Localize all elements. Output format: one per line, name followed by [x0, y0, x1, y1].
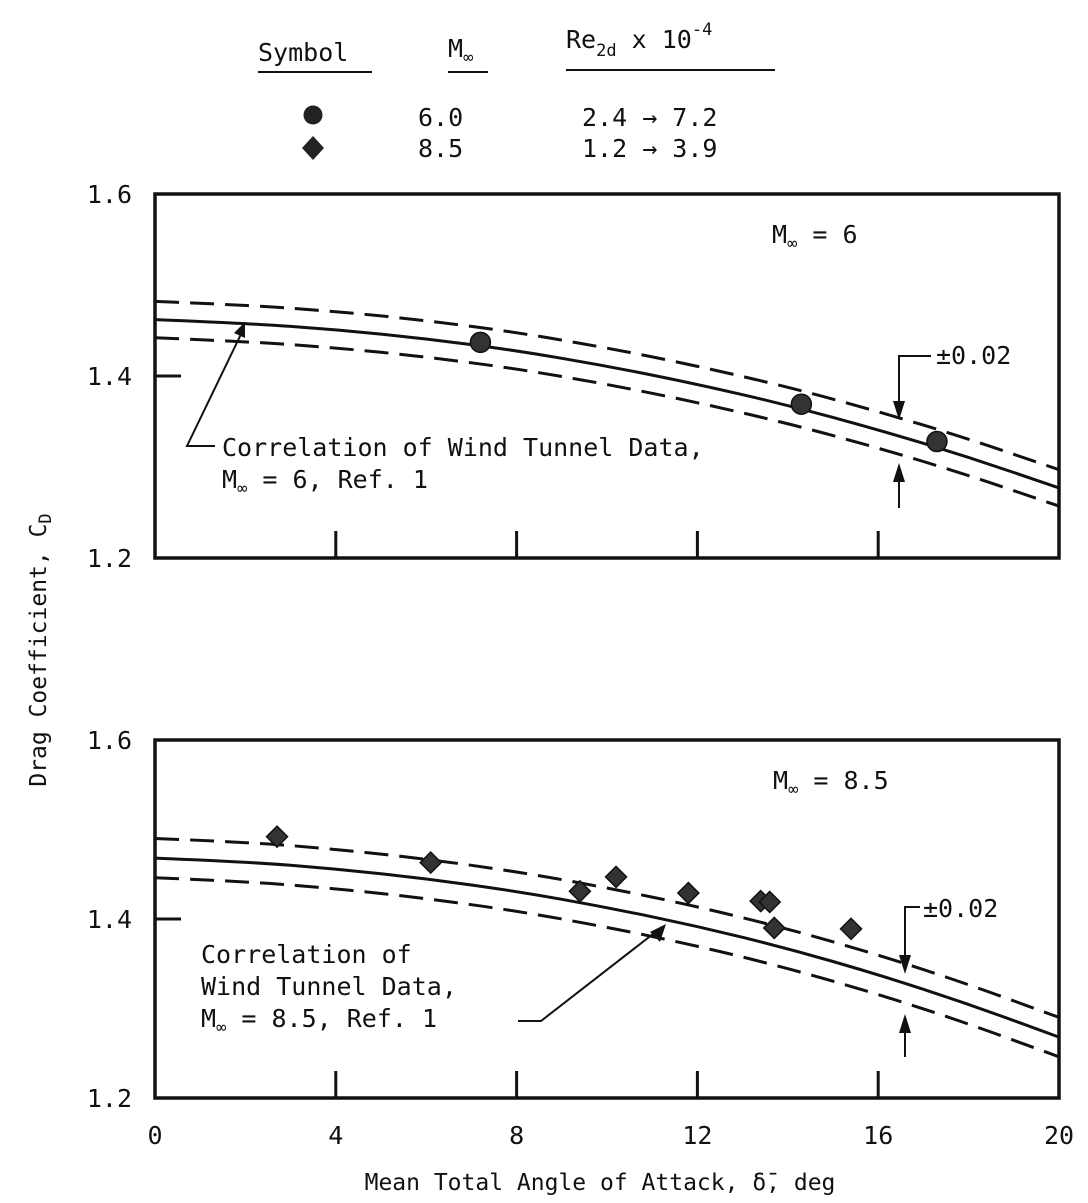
legend-row2-re: 1.2 → 3.9 — [582, 134, 717, 163]
bottom-tolerance-arrow-up — [899, 1014, 911, 1033]
y-tick-label: 1.2 — [87, 544, 132, 573]
data-point-diamond — [758, 890, 782, 914]
legend: Symbol M∞ Re2d x 10-4 6.0 2.4 → 7.2 8.5 … — [258, 20, 775, 163]
panel-bottom-correlation-curves — [154, 837, 1060, 1059]
y-tick-label: 1.4 — [87, 905, 132, 934]
data-point-diamond — [604, 865, 628, 889]
x-tick-label: 0 — [147, 1121, 162, 1150]
top-tolerance-leader — [898, 355, 931, 417]
panel-bottom-data-points — [265, 825, 863, 941]
panel-top-ticks — [155, 374, 880, 558]
top-correlation-arrow — [234, 322, 245, 338]
data-point-diamond — [676, 881, 700, 905]
panel-top-frame — [153, 192, 1061, 560]
legend-row1-mach: 6.0 — [418, 103, 463, 132]
panel-bottom-ticks — [155, 917, 880, 1098]
data-point-diamond — [419, 851, 443, 875]
x-tick-label: 4 — [328, 1121, 343, 1150]
legend-circle-marker — [303, 105, 323, 125]
x-tick-label: 12 — [682, 1121, 712, 1150]
legend-row1-re: 2.4 → 7.2 — [582, 103, 717, 132]
bottom-tolerance-arrow-down — [899, 955, 911, 974]
panel-bottom-y-tick-labels: 1.2 1.4 1.6 — [87, 726, 132, 1113]
top-correlation-leader — [185, 329, 244, 447]
y-axis-title: Drag Coefficient, CD — [26, 513, 56, 786]
bottom-correlation-arrow — [650, 924, 666, 942]
data-point-circle — [926, 430, 948, 453]
panel-bottom-x-tick-labels: 0 4 8 12 16 20 — [147, 1121, 1074, 1150]
x-tick-label: 16 — [863, 1121, 893, 1150]
panel-bottom: 1.2 1.4 1.6 0 4 8 12 16 20 M∞ = 8.5 ±0.02 Corre… — [87, 726, 1074, 1150]
x-axis-title: Mean Total Angle of Attack, δ̄, deg — [365, 1170, 836, 1196]
y-tick-label: 1.6 — [87, 180, 132, 209]
correlation-mean-line — [154, 856, 1060, 1039]
top-correlation-line1: Correlation of Wind Tunnel Data, — [222, 433, 704, 462]
panel-top-y-tick-labels: 1.2 1.4 1.6 — [87, 180, 132, 573]
top-tolerance-arrow-down — [893, 401, 905, 420]
bottom-mach-label: M∞ = 8.5 — [773, 766, 889, 800]
y-tick-label: 1.2 — [87, 1084, 132, 1113]
y-tick-label: 1.4 — [87, 362, 132, 391]
top-tolerance-arrow-up — [893, 463, 905, 482]
legend-header-symbol: Symbol — [258, 38, 348, 67]
panel-top-data-points — [469, 331, 948, 453]
top-mach-label: M∞ = 6 — [772, 220, 858, 254]
x-tick-label: 8 — [509, 1121, 524, 1150]
correlation-lower-bound — [154, 336, 1060, 508]
correlation-lower-bound — [154, 876, 1060, 1059]
panel-top: 1.2 1.4 1.6 M∞ = 6 ±0.02 Correlation of Wi… — [87, 180, 1061, 573]
bottom-tolerance-label: ±0.02 — [923, 894, 998, 923]
bottom-tolerance-leader — [904, 906, 920, 970]
legend-diamond-marker — [302, 136, 324, 160]
data-point-diamond — [839, 917, 863, 941]
top-correlation-line2: M∞ = 6, Ref. 1 — [222, 465, 428, 499]
correlation-upper-bound — [154, 299, 1060, 472]
correlation-mean-line — [154, 318, 1060, 490]
bottom-correlation-leader — [518, 926, 663, 1022]
bottom-correlation-line1: Correlation of — [201, 940, 412, 969]
data-point-diamond — [762, 916, 786, 940]
correlation-upper-bound — [154, 837, 1060, 1019]
data-point-circle — [469, 331, 492, 354]
legend-header-mach: M∞ — [448, 34, 473, 68]
top-tolerance-label: ±0.02 — [936, 341, 1011, 370]
bottom-correlation-line3: M∞ = 8.5, Ref. 1 — [201, 1004, 437, 1038]
y-tick-label: 1.6 — [87, 726, 132, 755]
panel-top-correlation-curves — [154, 299, 1060, 508]
data-point-diamond — [265, 825, 289, 849]
legend-row2-mach: 8.5 — [418, 134, 463, 163]
data-point-diamond — [568, 879, 592, 903]
legend-header-re: Re2d x 10-4 — [566, 20, 712, 61]
x-tick-label: 20 — [1044, 1121, 1074, 1150]
bottom-correlation-line2: Wind Tunnel Data, — [201, 972, 457, 1001]
data-point-circle — [790, 393, 813, 415]
